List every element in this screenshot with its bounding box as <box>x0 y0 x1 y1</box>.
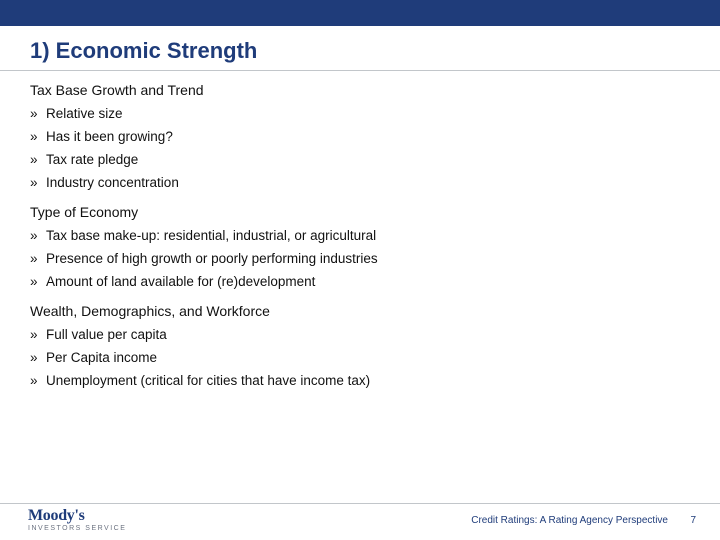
list-item: Full value per capita <box>30 327 690 342</box>
list-item: Per Capita income <box>30 350 690 365</box>
slide-title: 1) Economic Strength <box>30 38 257 64</box>
list-item: Presence of high growth or poorly perfor… <box>30 251 690 266</box>
title-rule <box>0 70 720 71</box>
section-2: Wealth, Demographics, and Workforce Full… <box>30 303 690 388</box>
list-item: Relative size <box>30 106 690 121</box>
logo-main: Moody's <box>28 508 126 524</box>
bullet-list: Tax base make-up: residential, industria… <box>30 228 690 289</box>
slide: 1) Economic Strength Tax Base Growth and… <box>0 0 720 540</box>
bullet-list: Relative size Has it been growing? Tax r… <box>30 106 690 190</box>
section-0: Tax Base Growth and Trend Relative size … <box>30 82 690 190</box>
content: Tax Base Growth and Trend Relative size … <box>30 82 690 402</box>
list-item: Amount of land available for (re)develop… <box>30 274 690 289</box>
list-item: Tax base make-up: residential, industria… <box>30 228 690 243</box>
footer-rule <box>0 503 720 504</box>
section-heading: Wealth, Demographics, and Workforce <box>30 303 690 319</box>
section-1: Type of Economy Tax base make-up: reside… <box>30 204 690 289</box>
list-item: Has it been growing? <box>30 129 690 144</box>
list-item: Tax rate pledge <box>30 152 690 167</box>
list-item: Industry concentration <box>30 175 690 190</box>
section-heading: Type of Economy <box>30 204 690 220</box>
top-band <box>0 0 720 26</box>
logo: Moody's INVESTORS SERVICE <box>28 508 126 532</box>
page-number: 7 <box>690 515 696 526</box>
logo-sub: INVESTORS SERVICE <box>28 525 126 532</box>
list-item: Unemployment (critical for cities that h… <box>30 373 690 388</box>
footer-text: Credit Ratings: A Rating Agency Perspect… <box>471 515 668 526</box>
section-heading: Tax Base Growth and Trend <box>30 82 690 98</box>
bullet-list: Full value per capita Per Capita income … <box>30 327 690 388</box>
